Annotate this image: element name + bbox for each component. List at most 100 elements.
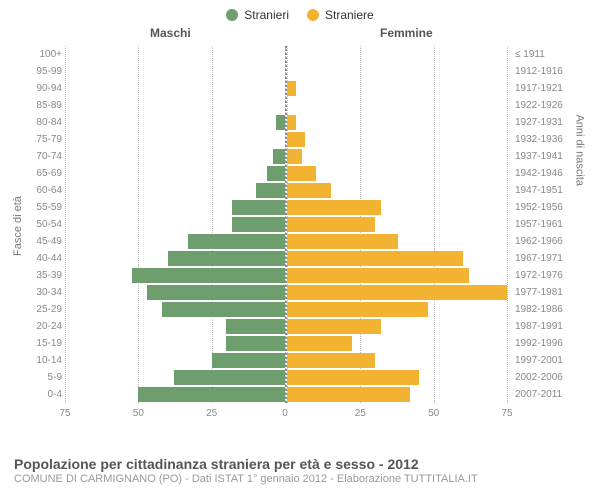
bar-male [256, 183, 285, 198]
age-label: 100+ [20, 46, 62, 63]
population-pyramid-chart: Maschi Femmine Fasce di età Anni di nasc… [0, 26, 600, 456]
age-label: 85-89 [20, 97, 62, 114]
chart-footer: Popolazione per cittadinanza straniera p… [0, 456, 600, 486]
x-tick-label: 25 [206, 408, 217, 419]
bar-female [287, 370, 419, 385]
column-title-female: Femmine [380, 26, 433, 40]
male-plot [65, 46, 285, 403]
bar-male [162, 302, 285, 317]
bar-female [287, 115, 296, 130]
bar-female [287, 336, 352, 351]
birth-year-label: 1977-1981 [515, 284, 585, 301]
legend-item-female: Straniere [307, 8, 374, 22]
age-label: 0-4 [20, 386, 62, 403]
birth-year-label: 1927-1931 [515, 114, 585, 131]
age-label: 60-64 [20, 182, 62, 199]
bar-male [212, 353, 285, 368]
bar-male [276, 115, 285, 130]
age-label: 95-99 [20, 63, 62, 80]
age-label: 50-54 [20, 216, 62, 233]
bar-female [287, 132, 305, 147]
bar-male [174, 370, 285, 385]
bar-female [287, 302, 428, 317]
birth-year-label: 1922-1926 [515, 97, 585, 114]
legend-swatch-female [307, 9, 319, 21]
chart-title: Popolazione per cittadinanza straniera p… [14, 456, 586, 473]
age-label: 35-39 [20, 267, 62, 284]
age-label: 5-9 [20, 369, 62, 386]
birth-year-label: 2007-2011 [515, 386, 585, 403]
age-label: 45-49 [20, 233, 62, 250]
birth-year-label: 1967-1971 [515, 250, 585, 267]
age-label: 75-79 [20, 131, 62, 148]
birth-year-label: 1982-1986 [515, 301, 585, 318]
bar-female [287, 217, 375, 232]
bar-female [287, 319, 381, 334]
bar-male [132, 268, 285, 283]
birth-year-label: 1987-1991 [515, 318, 585, 335]
grid-line [138, 46, 139, 403]
legend-label-female: Straniere [325, 8, 374, 22]
bar-male [273, 149, 285, 164]
age-label: 65-69 [20, 165, 62, 182]
birth-year-label: 1997-2001 [515, 352, 585, 369]
bar-female [287, 166, 316, 181]
age-label: 90-94 [20, 80, 62, 97]
grid-line [507, 46, 508, 403]
bar-female [287, 387, 410, 402]
grid-line [434, 46, 435, 403]
bar-male [267, 166, 285, 181]
birth-year-label: 1947-1951 [515, 182, 585, 199]
birth-year-label: 1957-1961 [515, 216, 585, 233]
bar-female [287, 183, 331, 198]
bar-male [232, 200, 285, 215]
birth-year-label: 1932-1936 [515, 131, 585, 148]
birth-year-label: ≤ 1911 [515, 46, 585, 63]
age-label: 40-44 [20, 250, 62, 267]
x-tick-label: 75 [501, 408, 512, 419]
age-label: 10-14 [20, 352, 62, 369]
bar-female [287, 81, 296, 96]
age-label: 30-34 [20, 284, 62, 301]
birth-year-label: 1992-1996 [515, 335, 585, 352]
bar-female [287, 200, 381, 215]
center-axis-line [285, 46, 287, 403]
bar-female [287, 353, 375, 368]
chart-subtitle: COMUNE DI CARMIGNANO (PO) - Dati ISTAT 1… [14, 473, 586, 486]
bar-male [232, 217, 285, 232]
legend-swatch-male [226, 9, 238, 21]
bar-male [168, 251, 285, 266]
birth-year-label: 1962-1966 [515, 233, 585, 250]
bar-female [287, 234, 398, 249]
x-tick-label: 0 [282, 408, 288, 419]
bar-male [138, 387, 285, 402]
column-title-male: Maschi [150, 26, 191, 40]
birth-year-label: 2002-2006 [515, 369, 585, 386]
birth-year-label: 1972-1976 [515, 267, 585, 284]
grid-line [65, 46, 66, 403]
age-label: 25-29 [20, 301, 62, 318]
birth-year-label: 1942-1946 [515, 165, 585, 182]
bar-female [287, 149, 302, 164]
grid-line [212, 46, 213, 403]
bar-male [226, 319, 285, 334]
bar-male [226, 336, 285, 351]
birth-year-label: 1917-1921 [515, 80, 585, 97]
age-label: 70-74 [20, 148, 62, 165]
age-label: 80-84 [20, 114, 62, 131]
x-tick-label: 25 [355, 408, 366, 419]
x-tick-label: 75 [59, 408, 70, 419]
birth-year-label: 1937-1941 [515, 148, 585, 165]
birth-year-label: 1912-1916 [515, 63, 585, 80]
x-tick-label: 50 [133, 408, 144, 419]
bar-female [287, 285, 507, 300]
legend-item-male: Stranieri [226, 8, 289, 22]
legend-label-male: Stranieri [244, 8, 289, 22]
age-label: 20-24 [20, 318, 62, 335]
bar-female [287, 268, 469, 283]
birth-year-label: 1952-1956 [515, 199, 585, 216]
bar-male [147, 285, 285, 300]
x-tick-label: 50 [428, 408, 439, 419]
age-label: 55-59 [20, 199, 62, 216]
bar-female [287, 251, 463, 266]
